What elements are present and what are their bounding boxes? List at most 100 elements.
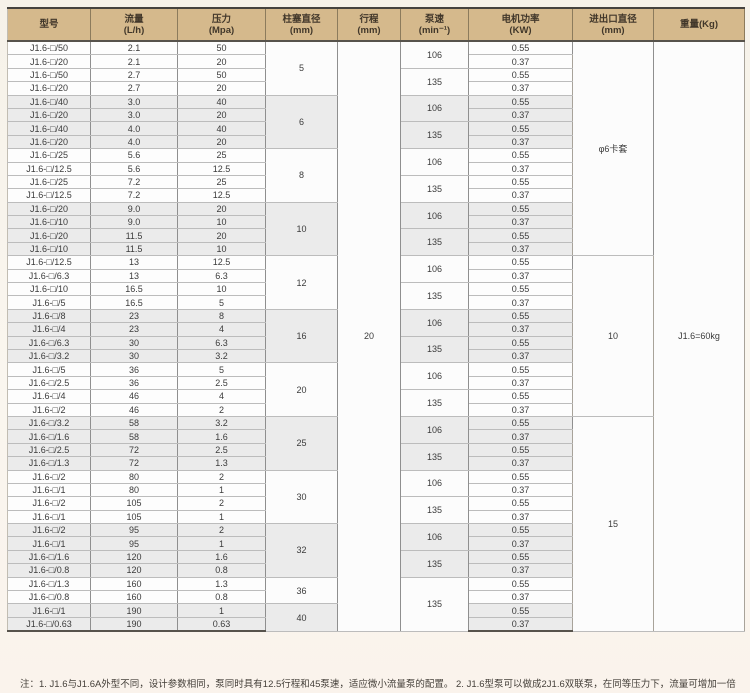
pressure-cell: 10 xyxy=(177,282,266,297)
pressure-cell: 1 xyxy=(177,536,266,551)
motor-power-cell: 0.55 xyxy=(468,255,573,270)
flow-cell: 160 xyxy=(90,590,178,605)
pressure-cell: 40 xyxy=(177,95,266,109)
flow-cell: 58 xyxy=(90,416,178,431)
flow-cell: 30 xyxy=(90,349,178,364)
header-unit: (mm) xyxy=(601,24,625,36)
plunger-diameter-cell: 10 xyxy=(265,202,338,257)
motor-power-cell: 0.37 xyxy=(468,403,573,417)
flow-cell: 16.5 xyxy=(90,282,178,297)
pump-speed-cell: 106 xyxy=(400,416,469,444)
flow-cell: 120 xyxy=(90,563,178,578)
motor-power-cell: 0.55 xyxy=(468,416,573,431)
pressure-cell: 20 xyxy=(177,108,266,123)
model-cell: J1.6-□/3.2 xyxy=(7,416,91,431)
pressure-cell: 1.3 xyxy=(177,456,266,471)
pressure-cell: 2 xyxy=(177,496,266,511)
flow-cell: 72 xyxy=(90,443,178,458)
model-cell: J1.6-□/20 xyxy=(7,81,91,96)
table-row: J1.6-□/12.5 7.2 12.5 0.37 xyxy=(7,188,745,203)
pressure-cell: 0.8 xyxy=(177,590,266,605)
flow-cell: 2.1 xyxy=(90,41,178,56)
table-row: J1.6-□/12.5 13 12.5 12 106 0.55 10 xyxy=(7,255,745,417)
model-cell: J1.6-□/1.6 xyxy=(7,429,91,444)
flow-cell: 120 xyxy=(90,550,178,565)
flow-cell: 23 xyxy=(90,309,178,324)
model-cell: J1.6-□/0.8 xyxy=(7,590,91,605)
header-cell: 电机功率 (KW) xyxy=(468,7,573,42)
header-cell: 型号 xyxy=(7,7,91,42)
flow-cell: 11.5 xyxy=(90,228,178,243)
pressure-cell: 8 xyxy=(177,309,266,324)
motor-power-cell: 0.55 xyxy=(468,202,573,217)
flow-cell: 46 xyxy=(90,403,178,417)
table-row: J1.6-□/5 36 5 20 106 0.55 xyxy=(7,362,745,417)
flow-cell: 36 xyxy=(90,362,178,377)
header-cell: 进出口直径 (mm) xyxy=(572,7,654,42)
table-row: J1.6-□/50 2.7 50 135 0.55 xyxy=(7,68,745,96)
pressure-cell: 2 xyxy=(177,403,266,417)
table-row: J1.6-□/1 80 1 0.37 xyxy=(7,483,745,498)
flow-cell: 160 xyxy=(90,577,178,592)
header-unit: (mm) xyxy=(357,24,381,36)
header-cell: 柱塞直径 (mm) xyxy=(265,7,338,42)
motor-power-cell: 0.55 xyxy=(468,496,573,511)
pump-speed-cell: 135 xyxy=(400,443,469,471)
header-label: 行程 xyxy=(359,13,379,25)
pressure-cell: 20 xyxy=(177,54,266,69)
table-row: J1.6-□/1 95 1 0.37 xyxy=(7,536,745,551)
flow-cell: 36 xyxy=(90,376,178,391)
motor-power-cell: 0.37 xyxy=(468,135,573,150)
model-cell: J1.6-□/2.5 xyxy=(7,376,91,391)
table-row: J1.6-□/6.3 30 6.3 135 0.55 xyxy=(7,336,745,364)
motor-power-cell: 0.55 xyxy=(468,148,573,163)
pump-speed-cell: 106 xyxy=(400,309,469,337)
table-row: J1.6-□/12.5 5.6 12.5 0.37 xyxy=(7,162,745,176)
pump-speed-cell: 135 xyxy=(400,68,469,96)
flow-cell: 4.0 xyxy=(90,121,178,136)
table-row: J1.6-□/2 105 2 135 0.55 xyxy=(7,496,745,525)
pump-speed-cell: 106 xyxy=(400,470,469,498)
table-row: J1.6-□/1 190 1 40 0.55 xyxy=(7,603,745,632)
plunger-diameter-cell: 12 xyxy=(265,255,338,310)
model-cell: J1.6-□/12.5 xyxy=(7,255,91,270)
pressure-cell: 1.6 xyxy=(177,550,266,565)
flow-cell: 190 xyxy=(90,603,178,618)
weight-cell: J1.6=60kg xyxy=(653,41,745,632)
model-cell: J1.6-□/10 xyxy=(7,242,91,257)
model-cell: J1.6-□/3.2 xyxy=(7,349,91,364)
flow-cell: 80 xyxy=(90,483,178,498)
plunger-diameter-cell: 8 xyxy=(265,148,338,203)
header-label: 压力 xyxy=(211,13,231,25)
model-cell: J1.6-□/4 xyxy=(7,322,91,337)
motor-power-cell: 0.55 xyxy=(468,389,573,404)
pressure-cell: 2 xyxy=(177,470,266,484)
motor-power-cell: 0.55 xyxy=(468,95,573,109)
header-label: 型号 xyxy=(39,19,59,30)
table-row: J1.6-□/2 80 2 30 106 0.55 xyxy=(7,470,745,525)
table-row: J1.6-□/2 95 2 32 106 0.55 xyxy=(7,523,745,578)
pressure-cell: 40 xyxy=(177,121,266,136)
pump-speed-cell: 106 xyxy=(400,202,469,230)
model-cell: J1.6-□/10 xyxy=(7,215,91,230)
model-cell: J1.6-□/10 xyxy=(7,282,91,297)
pressure-cell: 2 xyxy=(177,523,266,538)
inlet-outlet-cell: 15 xyxy=(572,416,654,632)
motor-power-cell: 0.37 xyxy=(468,81,573,96)
pressure-cell: 50 xyxy=(177,68,266,83)
footnote: 注：1. J1.6与J1.6A外型不同，设计参数相同，泵同时具有12.5行程和4… xyxy=(20,679,736,690)
header-label: 泵速 xyxy=(424,13,444,25)
flow-cell: 16.5 xyxy=(90,295,178,310)
pressure-cell: 5 xyxy=(177,362,266,377)
flow-cell: 2.1 xyxy=(90,54,178,69)
table-row: J1.6-□/1.6 120 1.6 135 0.55 xyxy=(7,550,745,578)
motor-power-cell: 0.37 xyxy=(468,563,573,578)
header-unit: (mm) xyxy=(289,24,314,36)
motor-power-cell: 0.37 xyxy=(468,295,573,310)
table-row: J1.6-□/6.3 13 6.3 0.37 xyxy=(7,269,745,284)
motor-power-cell: 0.37 xyxy=(468,242,573,257)
model-cell: J1.6-□/12.5 xyxy=(7,188,91,203)
header-label: 进出口直径 xyxy=(589,13,637,25)
pressure-cell: 1 xyxy=(177,510,266,525)
